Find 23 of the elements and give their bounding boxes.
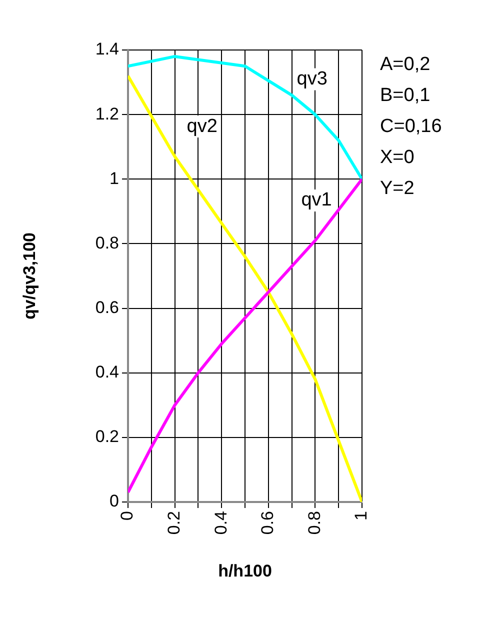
x-axis-title: h/h100 (218, 561, 272, 580)
x-tick-label: 1 (352, 511, 371, 520)
y-tick-label: 0.8 (95, 233, 119, 252)
y-tick-label: 0.4 (95, 362, 119, 382)
y-tick-label: 1.2 (95, 104, 119, 124)
y-tick-label: 0.2 (95, 427, 119, 446)
text: A=0,2 (380, 54, 430, 76)
series-label: qv1 (301, 190, 332, 211)
text: C=0,16 (380, 116, 442, 138)
y-axis-title: qv/qv3,100 (20, 232, 39, 320)
y-tick-label: 0.6 (95, 298, 119, 317)
series-label: qv3 (296, 68, 328, 90)
text: B=0,1 (380, 85, 430, 106)
x-tick-label: 0.8 (304, 511, 324, 535)
x-tick-label: 0 (118, 511, 137, 520)
text: Y=2 (380, 178, 414, 200)
x-tick-label: 0.2 (164, 511, 184, 535)
y-tick-label: 1.4 (95, 40, 119, 59)
y-tick-label: 1 (110, 168, 119, 188)
text: X=0 (380, 147, 414, 168)
x-tick-label: 0.4 (211, 511, 230, 535)
series-label: qv2 (186, 116, 218, 137)
x-tick-label: 0.6 (258, 511, 278, 535)
